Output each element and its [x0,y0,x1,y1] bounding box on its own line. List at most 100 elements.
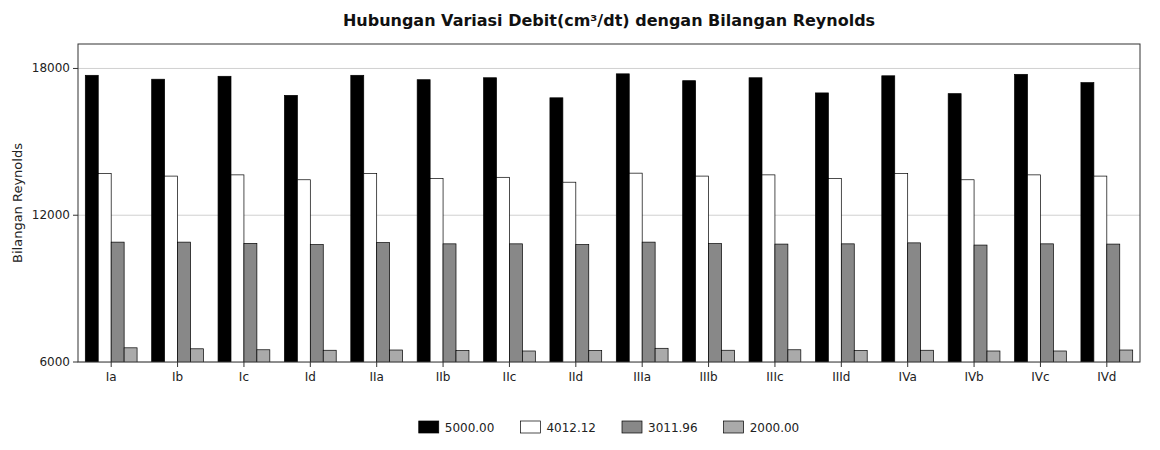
bar [85,75,98,362]
title: Hubungan Variasi Debit(cm³/dt) dengan Bi… [343,11,875,30]
bar [244,243,257,362]
bar [377,243,390,362]
tick-label: Ic [239,370,249,384]
tick-label: 18000 [32,61,70,75]
bar [522,351,535,362]
tick-mark [774,362,775,367]
bar [642,242,655,362]
legend-swatch [419,421,439,433]
bar [948,94,961,362]
bars [85,74,1132,362]
legend-item: 3011.96 [622,421,698,435]
bar [629,173,642,362]
bar [1107,244,1120,362]
legend-label: 4012.12 [546,421,596,435]
bar [762,175,775,362]
tick-mark [907,362,908,367]
bar [456,351,469,362]
tick-mark [177,362,178,367]
bar [351,75,364,362]
tick-label: IIc [503,370,517,384]
tick-label: IIIc [766,370,783,384]
bar [323,350,336,362]
legend-swatch [520,421,540,433]
tick-label: IIIb [699,370,717,384]
tick-label: IIId [832,370,850,384]
bar [297,180,310,362]
bar [496,177,509,362]
legend-item: 4012.12 [520,421,596,435]
bar [616,74,629,362]
bar [589,351,602,362]
tick-mark [376,362,377,367]
bar [709,244,722,362]
tick-label: Ib [172,370,183,384]
bar [550,98,563,362]
x-axis: IaIbIcIdIIaIIbIIcIIdIIIaIIIbIIIcIIIdIVaI… [106,362,1117,384]
bar [165,176,178,362]
tick-mark [509,362,510,367]
bar [815,93,828,362]
bar [1094,176,1107,362]
tick-mark [841,362,842,367]
plot-frame [78,44,1140,362]
legend-label: 3011.96 [648,421,698,435]
bar [961,180,974,362]
bar [430,179,443,362]
bar [828,179,841,362]
bar [854,351,867,362]
legend-item: 2000.00 [724,421,800,435]
bar [841,244,854,362]
bar [921,350,934,362]
bar [152,79,165,362]
bar [1015,74,1028,362]
bar [509,244,522,362]
bar [124,348,137,362]
bar [111,242,124,362]
tick-mark [111,362,112,367]
bar [1053,351,1066,362]
tick-label: IId [568,370,583,384]
tick-mark [443,362,444,367]
bar [908,243,921,362]
tick-label: Id [305,370,316,384]
bar [310,245,323,362]
bar [655,348,668,362]
tick-label: IIIa [633,370,651,384]
bar [683,81,696,362]
tick-label: 12000 [32,208,70,222]
bar [231,175,244,362]
y-axis: 6000 12000 18000 [32,61,78,369]
bar [218,76,231,362]
legend-swatch [724,421,744,433]
tick-mark [575,362,576,367]
tick-label: IIa [369,370,383,384]
bar [178,242,191,362]
bar [974,245,987,362]
tick-mark [1040,362,1041,367]
bar [417,80,430,362]
bar [443,244,456,362]
bar [484,78,497,362]
bar [788,350,801,362]
tick-label: IVb [964,370,983,384]
bar [882,76,895,362]
tick-mark [310,362,311,367]
tick-label: IVd [1097,370,1116,384]
legend-swatch [622,421,642,433]
legend-label: 5000.00 [445,421,495,435]
legend-item: 5000.00 [419,421,495,435]
bar [191,349,204,362]
legend-label: 2000.00 [750,421,800,435]
tick-label: 6000 [39,355,70,369]
axis-label: Bilangan Reynolds [10,143,25,263]
tick-mark [243,362,244,367]
tick-label: IVa [899,370,917,384]
bar [749,78,762,362]
tick-label: Ia [106,370,117,384]
bar [364,174,377,362]
bar [98,174,111,362]
tick-mark [974,362,975,367]
tick-mark [708,362,709,367]
bar [1040,244,1053,362]
